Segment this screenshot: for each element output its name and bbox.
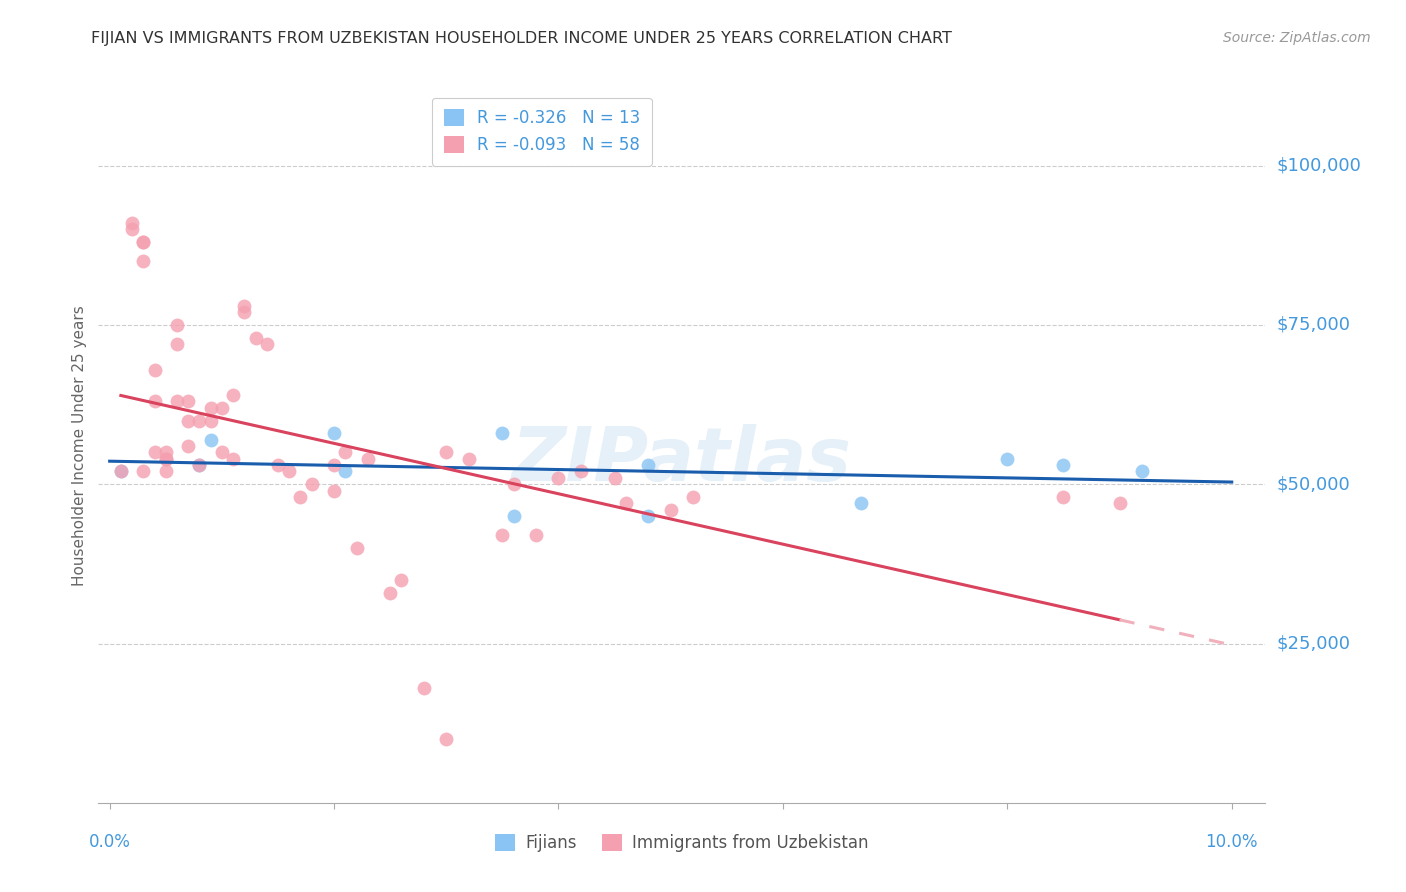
Point [155, 445, 177, 459]
Point [166, 318, 188, 332]
Text: 0.0%: 0.0% [89, 833, 131, 851]
Point [491, 528, 513, 542]
Point [222, 451, 245, 466]
Point [188, 458, 211, 472]
Point [301, 477, 323, 491]
Point [143, 394, 166, 409]
Point [346, 541, 368, 555]
Point [637, 509, 659, 524]
Point [132, 254, 155, 268]
Point [412, 681, 434, 695]
Point [177, 439, 200, 453]
Point [335, 445, 357, 459]
Point [143, 362, 166, 376]
Point [614, 496, 637, 510]
Point [155, 465, 177, 479]
Point [188, 458, 211, 472]
Point [1052, 458, 1074, 472]
Point [188, 413, 211, 427]
Text: $50,000: $50,000 [1277, 475, 1350, 493]
Point [502, 477, 524, 491]
Point [434, 732, 457, 747]
Legend: Fijians, Immigrants from Uzbekistan: Fijians, Immigrants from Uzbekistan [489, 827, 875, 859]
Text: $100,000: $100,000 [1277, 157, 1361, 175]
Point [569, 465, 592, 479]
Point [1108, 496, 1130, 510]
Point [177, 413, 200, 427]
Point [290, 490, 312, 504]
Point [637, 458, 659, 472]
Point [1052, 490, 1074, 504]
Point [323, 458, 346, 472]
Point [547, 471, 569, 485]
Point [200, 433, 222, 447]
Point [132, 465, 155, 479]
Point [211, 401, 233, 415]
Text: ZIPatlas: ZIPatlas [512, 424, 852, 497]
Point [502, 509, 524, 524]
Point [233, 305, 256, 319]
Point [434, 445, 457, 459]
Point [222, 388, 245, 402]
Point [177, 394, 200, 409]
Text: $25,000: $25,000 [1277, 634, 1351, 653]
Point [245, 331, 267, 345]
Point [491, 426, 513, 441]
Point [659, 502, 682, 516]
Point [166, 394, 188, 409]
Point [132, 235, 155, 249]
Text: 10.0%: 10.0% [1205, 833, 1258, 851]
Point [335, 465, 357, 479]
Point [155, 451, 177, 466]
Point [357, 451, 380, 466]
Point [278, 465, 301, 479]
Point [524, 528, 547, 542]
Point [389, 573, 412, 587]
Point [1130, 465, 1153, 479]
Point [256, 337, 278, 351]
Point [155, 451, 177, 466]
Text: FIJIAN VS IMMIGRANTS FROM UZBEKISTAN HOUSEHOLDER INCOME UNDER 25 YEARS CORRELATI: FIJIAN VS IMMIGRANTS FROM UZBEKISTAN HOU… [91, 31, 952, 46]
Point [380, 585, 402, 599]
Point [121, 216, 143, 230]
Point [143, 445, 166, 459]
Point [851, 496, 873, 510]
Point [457, 451, 479, 466]
Point [323, 483, 346, 498]
Point [267, 458, 290, 472]
Point [121, 222, 143, 236]
Point [995, 451, 1018, 466]
Point [166, 337, 188, 351]
Point [110, 465, 132, 479]
Text: Source: ZipAtlas.com: Source: ZipAtlas.com [1223, 31, 1371, 45]
Point [233, 299, 256, 313]
Text: $75,000: $75,000 [1277, 316, 1351, 334]
Y-axis label: Householder Income Under 25 years: Householder Income Under 25 years [72, 306, 87, 586]
Point [110, 465, 132, 479]
Point [200, 413, 222, 427]
Point [603, 471, 626, 485]
Point [211, 445, 233, 459]
Point [132, 235, 155, 249]
Point [682, 490, 704, 504]
Point [323, 426, 346, 441]
Point [200, 401, 222, 415]
